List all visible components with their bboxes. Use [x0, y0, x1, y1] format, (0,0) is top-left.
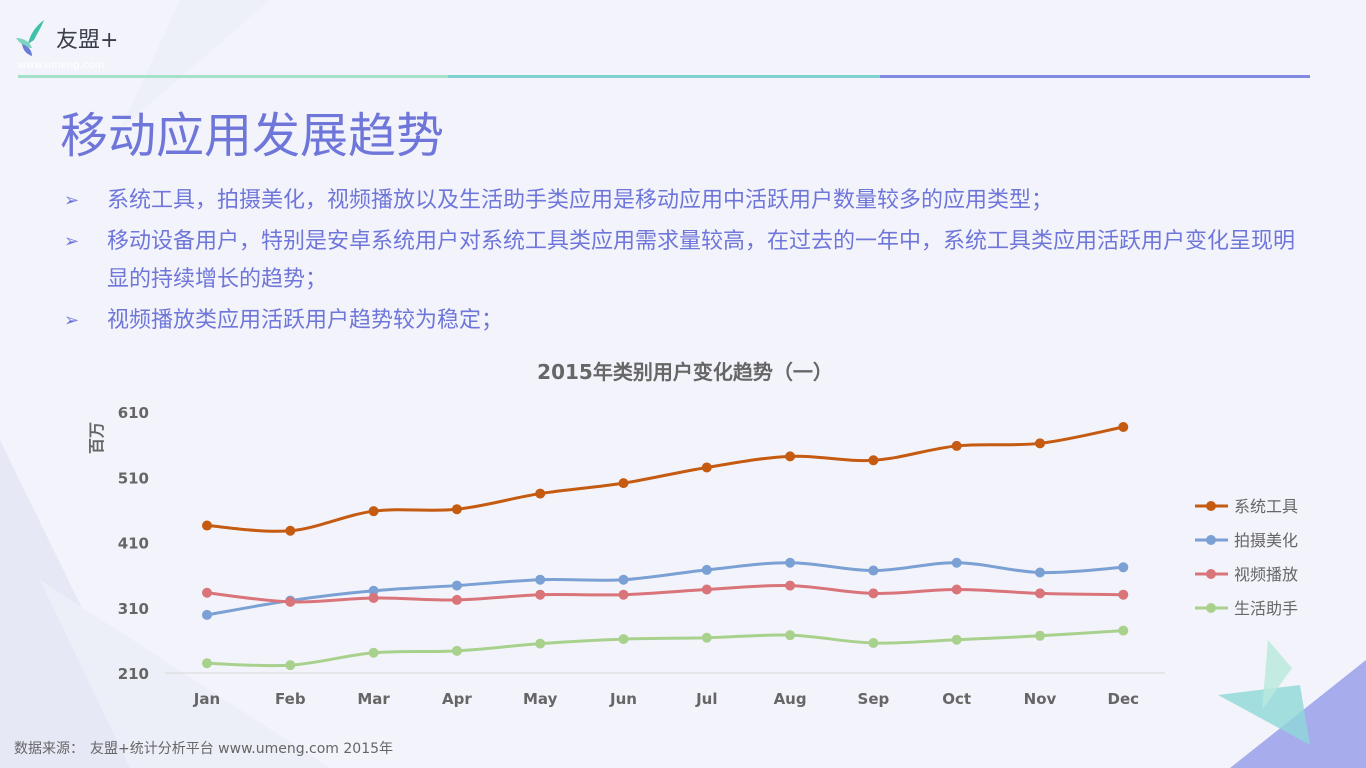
data-point	[535, 589, 546, 600]
x-tick-label: Dec	[1108, 690, 1140, 708]
data-point	[618, 574, 629, 585]
x-tick-label: Aug	[774, 690, 807, 708]
legend-label: 拍摄美化	[1234, 531, 1298, 550]
data-point	[701, 632, 712, 643]
data-point	[202, 609, 212, 620]
x-tick-label: Jun	[609, 690, 637, 708]
data-point	[285, 660, 296, 671]
series-line	[206, 561, 1124, 617]
data-point	[535, 488, 546, 499]
series-line	[206, 629, 1124, 668]
legend-marker	[1206, 569, 1216, 579]
chart-title: 2015年类别用户变化趋势（一）	[537, 360, 833, 384]
header-divider	[18, 75, 448, 78]
logo-bird-icon	[16, 20, 44, 56]
data-point	[368, 592, 379, 603]
data-point	[451, 594, 462, 605]
data-point	[785, 557, 796, 568]
data-point	[618, 589, 629, 600]
bullet-item: ➢ 视频播放类应用活跃用户趋势较为稳定；	[64, 302, 1314, 340]
logo-url: www.umeng.com	[18, 60, 105, 71]
data-point	[701, 584, 712, 595]
data-point	[701, 564, 712, 575]
data-point	[868, 565, 879, 576]
x-tick-label: Feb	[275, 690, 306, 708]
data-point	[701, 462, 712, 473]
legend-label: 系统工具	[1234, 497, 1298, 516]
legend-label: 视频播放	[1234, 565, 1298, 584]
y-tick-label: 510	[118, 469, 149, 487]
x-tick-label: Jan	[193, 690, 220, 708]
data-point	[951, 557, 962, 568]
x-tick-label: Nov	[1024, 690, 1057, 708]
data-point	[368, 585, 379, 596]
data-point	[202, 587, 212, 598]
bullet-list: ➢ 系统工具，拍摄美化，视频播放以及生活助手类应用是移动应用中活跃用户数量较多的应…	[64, 182, 1314, 343]
data-point	[868, 455, 879, 466]
data-point	[868, 637, 879, 648]
series-line	[206, 425, 1124, 533]
data-point	[1035, 567, 1045, 578]
data-point	[951, 634, 962, 645]
data-point	[368, 506, 379, 517]
arrow-right-icon: ➢	[64, 231, 80, 252]
legend-label: 生活助手	[1234, 599, 1298, 618]
y-axis-label: 百万	[87, 422, 106, 454]
data-point	[618, 478, 629, 489]
data-point	[202, 520, 212, 531]
data-point	[1035, 630, 1045, 641]
arrow-right-icon: ➢	[64, 310, 80, 331]
data-point	[1118, 562, 1129, 573]
header-divider	[448, 75, 880, 78]
data-point	[951, 440, 962, 451]
legend-marker	[1206, 535, 1216, 545]
x-tick-label: Sep	[858, 690, 890, 708]
bullet-item: ➢ 系统工具，拍摄美化，视频播放以及生活助手类应用是移动应用中活跃用户数量较多的应…	[64, 182, 1314, 220]
x-tick-label: May	[523, 690, 558, 708]
x-tick-label: Apr	[442, 690, 472, 708]
data-point	[451, 504, 462, 515]
data-point	[785, 451, 796, 462]
legend-marker	[1206, 501, 1216, 511]
footer: 数据来源： 友盟+统计分析平台 www.umeng.com 2015年	[14, 741, 394, 757]
x-tick-label: Mar	[357, 690, 390, 708]
legend-marker	[1206, 603, 1216, 613]
data-point	[1035, 438, 1045, 449]
data-point	[1118, 422, 1129, 433]
data-point	[618, 634, 629, 645]
arrow-right-icon: ➢	[64, 190, 80, 211]
data-point	[535, 574, 546, 585]
y-tick-label: 610	[118, 404, 149, 422]
data-point	[368, 647, 379, 658]
data-point	[535, 638, 546, 649]
data-point	[202, 658, 212, 669]
header-divider	[880, 75, 1310, 78]
data-point	[868, 588, 879, 599]
series-line	[206, 583, 1124, 604]
y-tick-label: 210	[118, 665, 149, 683]
page-title: 移动应用发展趋势	[60, 108, 445, 164]
data-point	[785, 580, 796, 591]
data-point	[1035, 588, 1045, 599]
logo: 友盟+	[14, 18, 118, 58]
data-point	[785, 630, 796, 641]
bullet-item: ➢ 移动设备用户，特别是安卓系统用户对系统工具类应用需求量较高，在过去的一年中，系…	[64, 223, 1314, 299]
y-tick-label: 310	[118, 600, 149, 618]
line-chart: 2015年类别用户变化趋势（一） 百万 210 310 410 510 610 Jan Feb M…	[87, 360, 1298, 708]
x-tick-label: Oct	[942, 690, 971, 708]
data-point	[951, 584, 962, 595]
data-point	[285, 525, 296, 536]
data-point	[285, 596, 296, 607]
x-tick-label: Jul	[695, 690, 717, 708]
data-point	[451, 580, 462, 591]
data-point	[1118, 589, 1129, 600]
logo-text: 友盟+	[56, 28, 119, 53]
data-point	[1118, 625, 1129, 636]
y-tick-label: 410	[118, 535, 149, 553]
data-point	[451, 645, 462, 656]
